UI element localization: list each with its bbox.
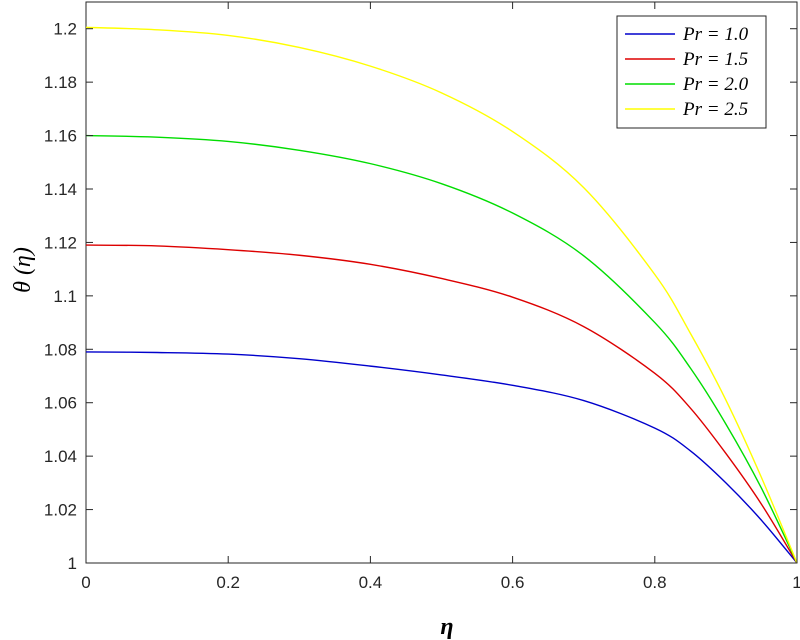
x-tick-label: 0.4	[359, 573, 383, 592]
series-lines	[85, 26, 798, 564]
x-tick-label: 1	[792, 573, 800, 592]
y-tick-label: 1.02	[44, 501, 77, 520]
x-tick-label: 0	[81, 573, 90, 592]
series-line-3	[85, 134, 798, 564]
y-tick-label: 1.2	[53, 20, 77, 39]
legend-label: Pr = 2.0	[682, 74, 749, 95]
x-axis-label: η	[440, 614, 453, 640]
y-tick-label: 1.12	[44, 233, 77, 252]
legend: Pr = 1.0 Pr = 1.5 Pr = 2.0 Pr = 2.5	[616, 15, 767, 129]
y-tick-label: 1.18	[44, 73, 77, 92]
y-tick-label: 1.08	[44, 340, 77, 359]
y-ticks: 1 1.02 1.04 1.06 1.08 1.1 1.12 1.14 1.16 1.18 1.2	[44, 20, 797, 573]
x-tick-label: 0.8	[643, 573, 667, 592]
series-line-2	[85, 244, 798, 564]
y-tick-label: 1.06	[44, 394, 77, 413]
x-ticks: 0 0.2 0.4 0.6 0.8 1	[81, 2, 800, 592]
y-tick-label: 1.14	[44, 180, 77, 199]
legend-label: Pr = 1.5	[682, 49, 748, 70]
x-tick-label: 0.2	[216, 573, 240, 592]
y-tick-label: 1	[68, 554, 77, 573]
y-tick-label: 1.04	[44, 447, 77, 466]
y-tick-label: 1.16	[44, 127, 77, 146]
series-line-4	[85, 26, 798, 564]
y-tick-label: 1.1	[53, 287, 77, 306]
legend-label: Pr = 2.5	[682, 99, 748, 120]
series-line-1	[85, 351, 798, 564]
y-axis-label: θ (η)	[10, 247, 36, 293]
x-tick-label: 0.6	[501, 573, 525, 592]
legend-label: Pr = 1.0	[682, 24, 749, 45]
